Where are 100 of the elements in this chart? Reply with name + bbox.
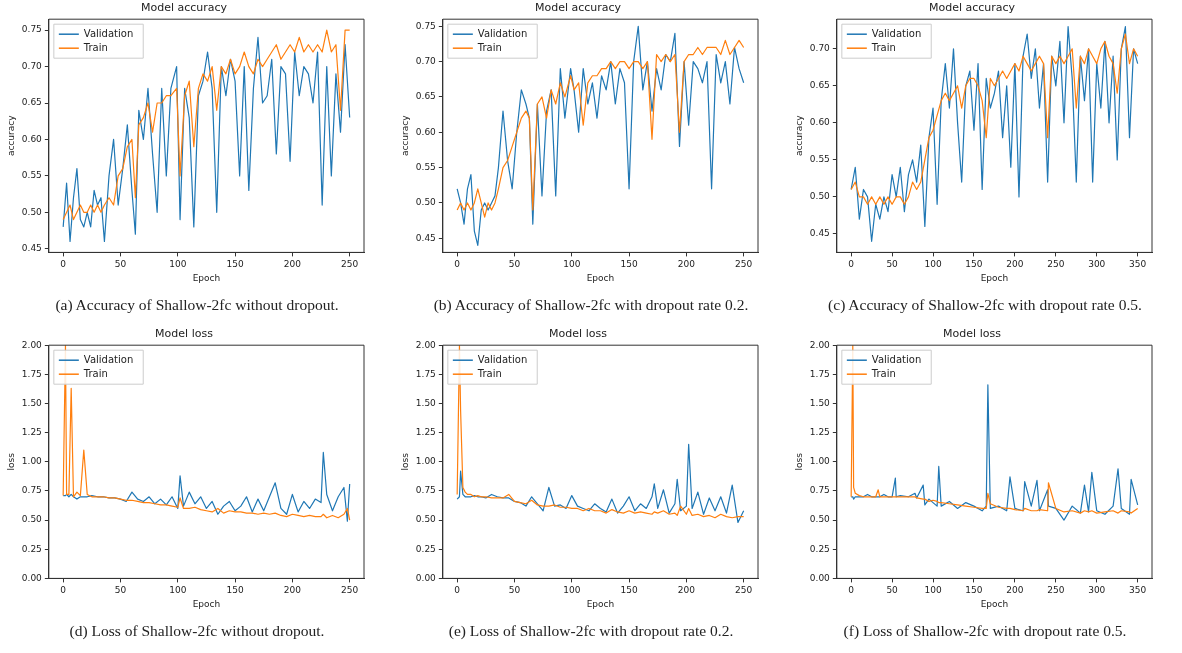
text: (d) Loss of Shallow-2fc without dropout. xyxy=(68,622,326,640)
y-axis-title: accuracy xyxy=(793,114,804,157)
y-tick-label: 1.00 xyxy=(415,456,437,467)
x-tick-label: 50 xyxy=(886,585,899,596)
x-tick-label: 200 xyxy=(1006,585,1024,596)
y-tick-label: 0.70 xyxy=(21,60,43,71)
legend-label: Validation xyxy=(83,353,134,365)
x-tick-label: 300 xyxy=(1088,259,1106,270)
text: (f) Loss of Shallow-2fc with dropout rate 0.5. xyxy=(842,622,1128,640)
legend-label: Validation xyxy=(477,27,528,39)
legend-label: Train xyxy=(870,41,896,53)
x-tick-label: 0 xyxy=(848,259,855,270)
y-tick-label: 2.00 xyxy=(415,339,437,350)
y-tick-label: 1.75 xyxy=(809,368,830,379)
x-tick-label: 100 xyxy=(924,585,942,596)
x-tick-label: 150 xyxy=(965,259,983,270)
x-tick-label: 0 xyxy=(848,585,855,596)
y-tick-label: 0.00 xyxy=(21,572,43,583)
x-tick-label: 50 xyxy=(114,585,127,596)
y-tick-label: 0.75 xyxy=(415,20,436,31)
x-tick-label: 100 xyxy=(563,585,581,596)
x-tick-label: 300 xyxy=(1088,585,1106,596)
x-tick-label: 100 xyxy=(924,259,942,270)
x-tick-label: 150 xyxy=(620,259,638,270)
y-tick-label: 0.50 xyxy=(21,206,43,217)
y-axis-title: loss xyxy=(793,452,804,471)
x-tick-label: 0 xyxy=(454,585,461,596)
y-tick-label: 1.25 xyxy=(809,426,830,437)
y-tick-label: 0.00 xyxy=(415,572,437,583)
x-tick-label: 250 xyxy=(341,585,359,596)
y-tick-label: 0.45 xyxy=(415,232,436,243)
x-tick-label: 50 xyxy=(508,259,521,270)
y-axis-title: accuracy xyxy=(5,114,16,157)
y-tick-label: 0.70 xyxy=(415,55,437,66)
y-tick-label: 0.60 xyxy=(415,126,437,137)
x-tick-label: 150 xyxy=(226,259,244,270)
x-axis-title: Epoch xyxy=(586,598,615,609)
chart-title: Model loss xyxy=(943,327,1002,341)
y-tick-label: 0.50 xyxy=(21,514,43,525)
x-tick-label: 50 xyxy=(114,259,127,270)
x-tick-label: 200 xyxy=(677,585,696,596)
y-tick-label: 0.65 xyxy=(809,80,830,91)
y-tick-label: 0.55 xyxy=(21,170,42,181)
y-tick-label: 0.55 xyxy=(809,154,830,165)
x-tick-label: 200 xyxy=(1006,259,1024,270)
y-tick-label: 1.50 xyxy=(415,397,437,408)
chart-title: Model accuracy xyxy=(928,1,1016,15)
x-tick-label: 150 xyxy=(620,585,638,596)
chart-title: Model accuracy xyxy=(140,1,228,15)
x-axis-title: Epoch xyxy=(192,598,221,609)
y-tick-label: 0.00 xyxy=(809,572,831,583)
text: (a) Accuracy of Shallow-2fc without dropout. xyxy=(54,296,340,314)
y-tick-label: 1.75 xyxy=(415,368,436,379)
y-tick-label: 1.50 xyxy=(21,397,43,408)
y-tick-label: 0.75 xyxy=(809,485,830,496)
x-axis-title: Epoch xyxy=(586,272,615,283)
y-tick-label: 0.45 xyxy=(809,228,830,239)
y-tick-label: 0.70 xyxy=(809,43,831,54)
y-tick-label: 0.60 xyxy=(21,133,43,144)
y-tick-label: 1.00 xyxy=(21,456,43,467)
chart-title: Model loss xyxy=(155,327,214,341)
text: (c) Accuracy of Shallow-2fc with dropout rate 0.5. xyxy=(827,296,1143,314)
y-axis-title: loss xyxy=(5,452,16,471)
y-tick-label: 0.65 xyxy=(415,91,436,102)
y-tick-label: 0.50 xyxy=(809,514,831,525)
y-tick-label: 0.55 xyxy=(415,161,436,172)
y-tick-label: 0.25 xyxy=(415,543,436,554)
legend-label: Train xyxy=(82,367,108,379)
y-tick-label: 1.75 xyxy=(21,368,42,379)
x-tick-label: 250 xyxy=(1047,259,1065,270)
x-tick-label: 200 xyxy=(283,259,302,270)
x-tick-label: 200 xyxy=(283,585,302,596)
y-tick-label: 1.00 xyxy=(809,456,831,467)
x-tick-label: 100 xyxy=(169,259,187,270)
y-axis-title: accuracy xyxy=(399,114,410,157)
legend-label: Train xyxy=(870,367,896,379)
x-tick-label: 350 xyxy=(1129,259,1147,270)
x-tick-label: 250 xyxy=(341,259,359,270)
legend-label: Validation xyxy=(871,27,922,39)
x-tick-label: 350 xyxy=(1129,585,1147,596)
x-tick-label: 250 xyxy=(735,259,753,270)
y-tick-label: 0.50 xyxy=(809,191,831,202)
y-tick-label: 0.65 xyxy=(21,97,42,108)
y-tick-label: 0.75 xyxy=(21,485,42,496)
legend-label: Validation xyxy=(871,353,922,365)
x-tick-label: 0 xyxy=(60,585,67,596)
y-tick-label: 0.45 xyxy=(21,243,42,254)
x-tick-label: 250 xyxy=(1047,585,1065,596)
y-tick-label: 1.50 xyxy=(809,397,831,408)
legend-label: Train xyxy=(82,41,108,53)
y-tick-label: 1.25 xyxy=(21,426,42,437)
y-tick-label: 0.75 xyxy=(21,24,42,35)
x-tick-label: 100 xyxy=(169,585,187,596)
x-tick-label: 150 xyxy=(226,585,244,596)
x-tick-label: 0 xyxy=(454,259,461,270)
y-tick-label: 2.00 xyxy=(809,339,831,350)
y-axis-title: loss xyxy=(399,452,410,471)
x-tick-label: 0 xyxy=(60,259,67,270)
y-tick-label: 1.25 xyxy=(415,426,436,437)
x-axis-title: Epoch xyxy=(980,272,1009,283)
